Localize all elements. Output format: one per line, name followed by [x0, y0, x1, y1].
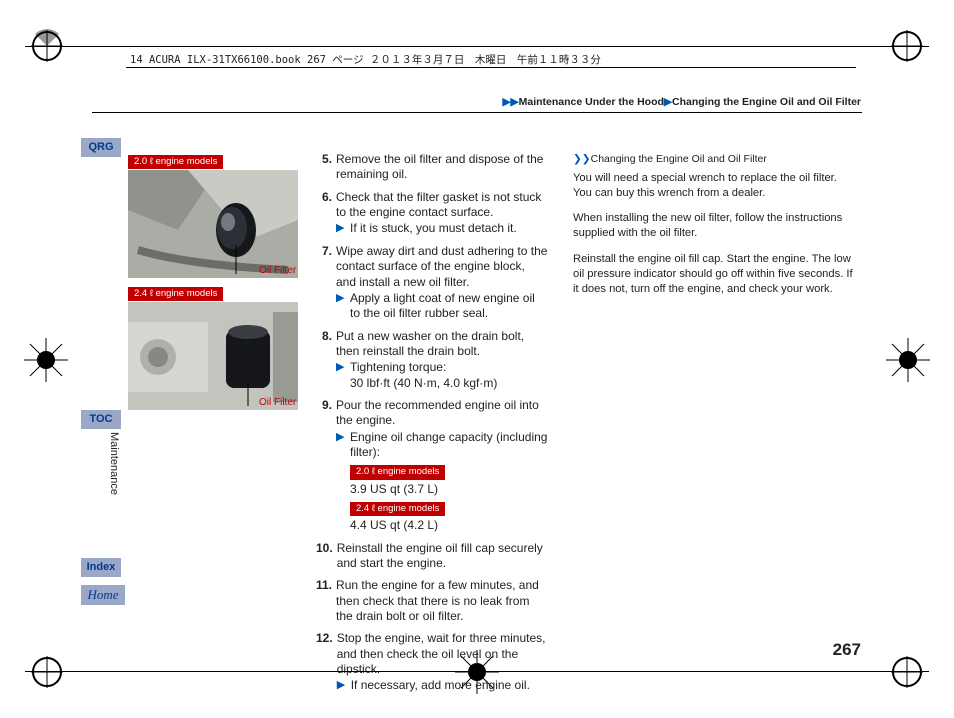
home-button[interactable]: Home: [81, 585, 125, 605]
arrow-icon: ▶▶: [502, 96, 518, 108]
step-12a: If necessary, add more engine oil.: [351, 678, 530, 693]
info-p3: Reinstall the engine oil fill cap. Start…: [573, 252, 858, 296]
toc-button[interactable]: TOC: [81, 410, 121, 429]
section-label: Maintenance: [108, 432, 120, 495]
arrow-icon: ▶: [336, 221, 350, 236]
arrow-icon: ▶: [336, 291, 350, 322]
arrow-icon: ▶: [664, 96, 672, 108]
hairline: [25, 671, 929, 672]
engine-24-inline: 2.4 ℓ engine models: [350, 502, 445, 516]
step-9a: Engine oil change capacity (including fi…: [350, 430, 548, 461]
info-p2: When installing the new oil filter, foll…: [573, 211, 858, 241]
step-11: Run the engine for a few minutes, and th…: [336, 578, 548, 624]
arrow-icon: ▶: [336, 430, 350, 461]
info-title: Changing the Engine Oil and Oil Filter: [591, 153, 767, 165]
hairline: [25, 46, 929, 47]
breadcrumb-a: Maintenance Under the Hood: [519, 96, 664, 108]
step-10: Reinstall the engine oil fill cap secure…: [337, 541, 548, 572]
regmark-bl: [29, 654, 65, 690]
engine-20-inline: 2.0 ℓ engine models: [350, 465, 445, 479]
arrow-icon: ▶: [336, 360, 350, 375]
capacity-20: 3.9 US qt (3.7 L): [350, 482, 438, 496]
oil-filter-caption-2: Oil Filter: [259, 397, 296, 408]
page-number: 267: [833, 640, 861, 660]
index-button[interactable]: Index: [81, 558, 121, 577]
step-8a: Tightening torque:: [350, 360, 446, 375]
steps-list: 5.Remove the oil filter and dispose of t…: [316, 152, 548, 701]
breadcrumb-underline: [92, 112, 862, 113]
crosshair-right: [886, 338, 930, 382]
step-6: Check that the filter gasket is not stuc…: [336, 190, 541, 219]
crosshair-left: [24, 338, 68, 382]
oil-filter-photo-24: [128, 302, 298, 410]
arrow-icon: ▶: [337, 678, 351, 693]
engine-20-label: 2.0 ℓ engine models: [128, 155, 223, 169]
breadcrumb-b: Changing the Engine Oil and Oil Filter: [672, 96, 861, 108]
header-underline: [126, 67, 856, 68]
engine-24-label: 2.4 ℓ engine models: [128, 287, 223, 301]
qrg-button[interactable]: QRG: [81, 138, 121, 157]
step-7a: Apply a light coat of new engine oil to …: [350, 291, 548, 322]
step-5: Remove the oil filter and dispose of the…: [336, 152, 548, 183]
step-12: Stop the engine, wait for three minutes,…: [337, 631, 546, 676]
breadcrumb: ▶▶Maintenance Under the Hood▶Changing th…: [502, 96, 861, 108]
info-p1: You will need a special wrench to replac…: [573, 171, 858, 201]
info-sidebar: ❯❯Changing the Engine Oil and Oil Filter…: [573, 153, 858, 307]
step-8: Put a new washer on the drain bolt, then…: [336, 329, 524, 358]
oil-filter-photo-20: [128, 170, 298, 278]
regmark-br: [889, 654, 925, 690]
step-7: Wipe away dirt and dust adhering to the …: [336, 244, 547, 289]
step-8b: 30 lbf·ft (40 N·m, 4.0 kgf·m): [336, 376, 548, 391]
capacity-24: 4.4 US qt (4.2 L): [350, 518, 438, 532]
step-9: Pour the recommended engine oil into the…: [336, 398, 539, 427]
chevrons-icon: ❯❯: [573, 153, 591, 165]
step-6a: If it is stuck, you must detach it.: [350, 221, 517, 236]
oil-filter-caption-1: Oil Filter: [259, 265, 296, 276]
file-header: 14 ACURA ILX-31TX66100.book 267 ページ ２０１３…: [130, 52, 601, 67]
